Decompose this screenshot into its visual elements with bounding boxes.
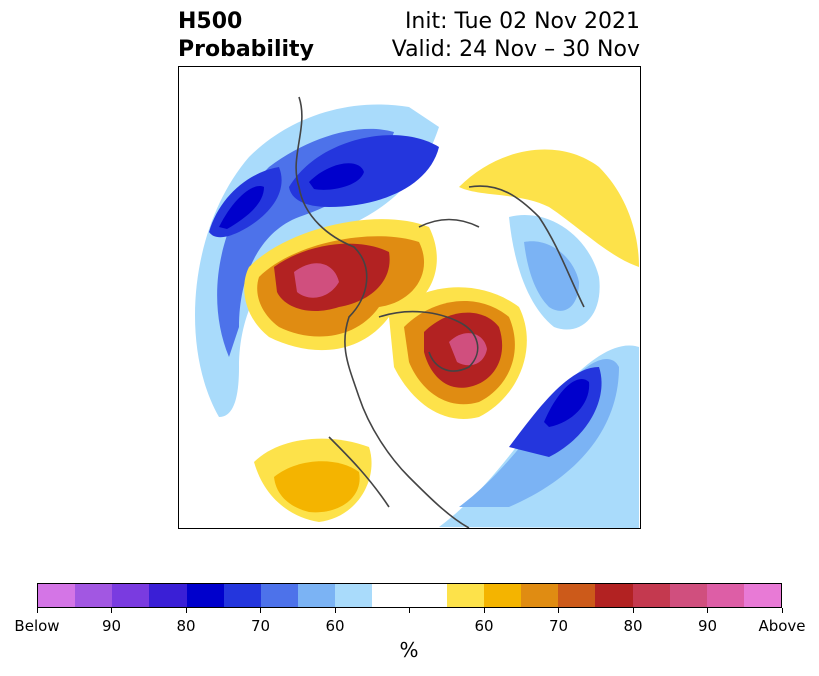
colorbar-segment [260, 584, 299, 607]
colorbar-segment [706, 584, 744, 607]
colorbar-segment [149, 584, 187, 607]
title-init: Init: Tue 02 Nov 2021 [404, 9, 640, 34]
colorbar-tick-label: 90 [697, 617, 718, 635]
title-left: H500 Probability [178, 8, 314, 64]
colorbar-tick [36, 608, 38, 613]
colorbar-tick [334, 608, 336, 613]
colorbar-segment [298, 584, 336, 607]
colorbar-tick [185, 608, 187, 613]
coastlines [295, 96, 585, 528]
colorbar-segment [223, 584, 261, 607]
colorbar-tick [632, 608, 634, 613]
colorbar-segment [335, 584, 373, 607]
colorbar-tick-label: 80 [176, 617, 196, 635]
probability-map [178, 66, 641, 529]
anomaly-below-pacific [195, 104, 439, 417]
colorbar-tick [409, 608, 410, 613]
colorbar-tick-label: Below [14, 617, 60, 635]
colorbar-segment [372, 584, 410, 607]
anomaly-above-russia [459, 149, 639, 267]
colorbar-tick-label: 70 [250, 617, 271, 635]
colorbar-segment [186, 584, 224, 607]
colorbar-segment [521, 584, 559, 607]
anomaly-below-asia [509, 215, 600, 330]
colorbar-tick-label: 60 [325, 617, 345, 635]
colorbar-segment [446, 584, 484, 607]
anomaly-above-siberia [244, 219, 437, 351]
anomaly-above-southwest [254, 438, 372, 522]
colorbar-unit: % [399, 638, 419, 662]
colorbar-segment [743, 584, 782, 607]
colorbar-tick-label: 60 [474, 617, 494, 635]
anomaly-below-atlantic [439, 345, 639, 528]
colorbar-segment [38, 584, 76, 607]
map-canvas [195, 96, 639, 528]
colorbar-segment [632, 584, 670, 607]
colorbar-segment [112, 584, 150, 607]
colorbar-tick-label: 90 [101, 617, 122, 635]
colorbar-tick-label: Above [758, 617, 806, 635]
title-variable: H500 [178, 9, 243, 34]
title-valid: Valid: 24 Nov – 30 Nov [391, 37, 640, 62]
colorbar-tick [707, 608, 708, 613]
title-right: Init: Tue 02 Nov 2021 Valid: 24 Nov – 30… [392, 8, 640, 64]
colorbar-tick-label: 70 [548, 617, 569, 635]
colorbar-tick [781, 608, 783, 613]
colorbar-segment [409, 584, 447, 607]
colorbar-segment [595, 584, 633, 607]
colorbar-tick [111, 608, 112, 613]
colorbar [37, 583, 782, 608]
colorbar-tick-label: 80 [623, 617, 643, 635]
colorbar-segment [75, 584, 113, 607]
colorbar-tick [260, 608, 261, 613]
anomaly-above-hudson [389, 287, 527, 419]
colorbar-segment [558, 584, 596, 607]
colorbar-segment [669, 584, 707, 607]
colorbar-tick [558, 608, 559, 613]
colorbar-tick [483, 608, 485, 613]
colorbar-segment [483, 584, 522, 607]
title-product: Probability [178, 37, 314, 62]
